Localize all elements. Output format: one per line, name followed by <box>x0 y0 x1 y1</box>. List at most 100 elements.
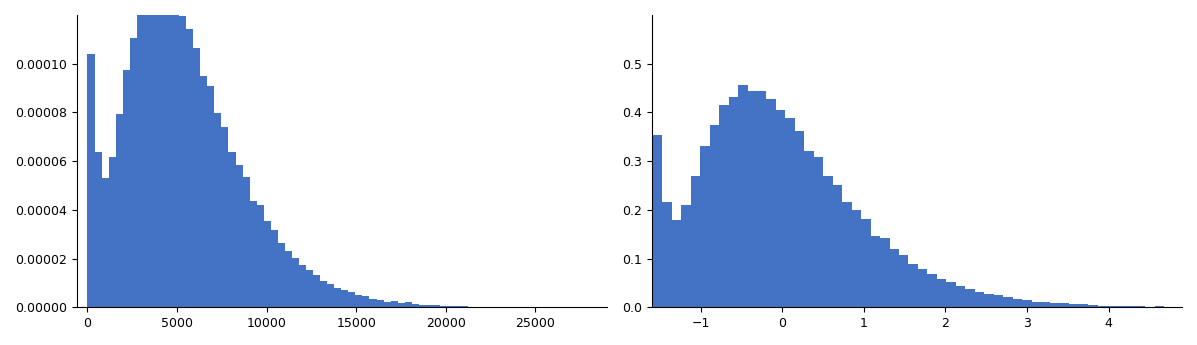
Bar <box>766 99 776 307</box>
Bar <box>109 157 116 307</box>
Bar <box>880 238 889 307</box>
Bar <box>363 296 370 307</box>
Bar <box>955 286 965 307</box>
Bar <box>652 136 662 307</box>
Bar <box>739 85 748 307</box>
Bar <box>1051 304 1059 307</box>
Bar <box>870 236 880 307</box>
Bar <box>299 265 306 307</box>
Bar <box>95 152 102 307</box>
Bar <box>824 176 833 307</box>
Bar <box>454 306 461 307</box>
Bar <box>314 275 320 307</box>
Bar <box>852 210 861 307</box>
Bar <box>795 131 804 307</box>
Bar <box>263 221 271 307</box>
Bar <box>461 306 468 307</box>
Bar <box>965 289 974 307</box>
Bar <box>785 118 795 307</box>
Bar <box>909 264 918 307</box>
Bar <box>151 0 158 307</box>
Bar <box>446 306 454 307</box>
Bar <box>1022 299 1032 307</box>
Bar <box>405 303 412 307</box>
Bar <box>710 125 719 307</box>
Bar <box>341 289 348 307</box>
Bar <box>681 205 691 307</box>
Bar <box>390 301 397 307</box>
Bar <box>814 157 824 307</box>
Bar <box>729 97 739 307</box>
Bar <box>327 284 334 307</box>
Bar <box>187 29 193 307</box>
Bar <box>370 299 377 307</box>
Bar <box>334 288 341 307</box>
Bar <box>229 152 236 307</box>
Bar <box>285 251 292 307</box>
Bar <box>928 274 937 307</box>
Bar <box>377 299 383 307</box>
Bar <box>356 295 363 307</box>
Bar <box>193 48 200 307</box>
Bar <box>207 86 214 307</box>
Bar <box>861 219 870 307</box>
Bar <box>719 105 729 307</box>
Bar <box>426 305 433 307</box>
Bar <box>306 270 314 307</box>
Bar <box>757 91 766 307</box>
Bar <box>1041 302 1051 307</box>
Bar <box>165 0 172 307</box>
Bar <box>672 220 681 307</box>
Bar <box>278 243 285 307</box>
Bar <box>1107 306 1117 307</box>
Bar <box>974 292 984 307</box>
Bar <box>1117 306 1126 307</box>
Bar <box>1126 306 1136 307</box>
Bar <box>833 185 843 307</box>
Bar <box>937 279 947 307</box>
Bar <box>1059 303 1069 307</box>
Bar <box>221 127 229 307</box>
Bar <box>136 8 144 307</box>
Bar <box>200 76 207 307</box>
Bar <box>123 70 129 307</box>
Bar <box>947 282 955 307</box>
Bar <box>1146 306 1155 307</box>
Bar <box>776 110 785 307</box>
Bar <box>271 230 278 307</box>
Bar <box>1098 306 1107 307</box>
Bar <box>1078 304 1088 307</box>
Bar <box>412 304 419 307</box>
Bar <box>440 306 446 307</box>
Bar <box>1136 306 1146 307</box>
Bar <box>748 91 757 307</box>
Bar <box>243 177 250 307</box>
Bar <box>348 292 356 307</box>
Bar <box>804 150 814 307</box>
Bar <box>419 305 426 307</box>
Bar <box>662 202 672 307</box>
Bar <box>1088 305 1098 307</box>
Bar <box>129 38 136 307</box>
Bar <box>250 201 256 307</box>
Bar <box>116 114 123 307</box>
Bar <box>1155 306 1163 307</box>
Bar <box>102 178 109 307</box>
Bar <box>1069 304 1078 307</box>
Bar <box>87 54 95 307</box>
Bar <box>214 113 221 307</box>
Bar <box>320 281 327 307</box>
Bar <box>1013 299 1022 307</box>
Bar <box>397 303 405 307</box>
Bar <box>984 294 994 307</box>
Bar <box>691 176 700 307</box>
Bar <box>158 0 165 307</box>
Bar <box>899 255 909 307</box>
Bar <box>144 0 151 307</box>
Bar <box>256 205 263 307</box>
Bar <box>172 0 180 307</box>
Bar <box>236 165 243 307</box>
Bar <box>1032 302 1041 307</box>
Bar <box>843 202 852 307</box>
Bar <box>918 269 928 307</box>
